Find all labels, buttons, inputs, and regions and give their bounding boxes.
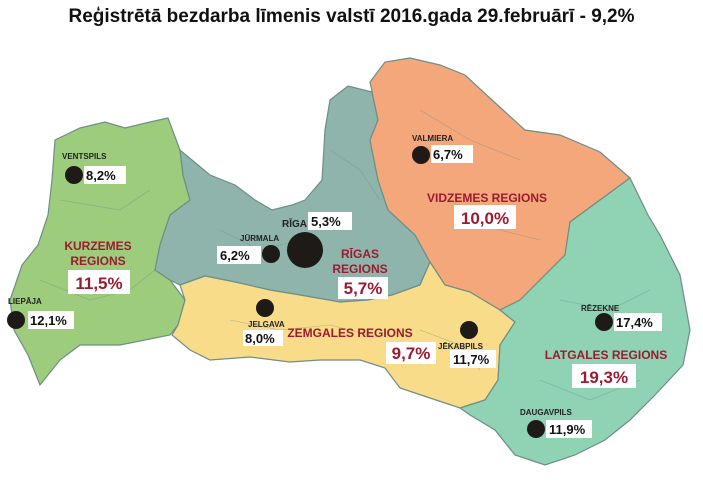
- jelgava-name: JELGAVA: [248, 320, 285, 329]
- daugavpils-value-box: [546, 420, 592, 438]
- latgale-region-value: 19,3%: [580, 368, 628, 387]
- rezekne-value-box: [614, 313, 662, 331]
- jekabpils-marker: [460, 321, 478, 339]
- latgale-region: [458, 177, 691, 466]
- riga-name: RĪGA: [282, 218, 307, 230]
- jurmala-value: 6,2%: [220, 248, 250, 263]
- riga-value: 5,3%: [311, 214, 341, 229]
- valmiera-name: VALMIERA: [412, 134, 453, 143]
- map-title: Reģistrētā bezdarba līmenis valstī 2016.…: [68, 6, 635, 27]
- jelgava-value-box: [243, 330, 283, 346]
- riga-region-name-line2: REGIONS: [332, 262, 387, 276]
- liepaja-value-box: [28, 311, 74, 329]
- jurmala-name: JŪRMALA: [240, 234, 279, 243]
- jelgava-value: 8,0%: [245, 331, 275, 346]
- rezekne-value: 17,4%: [616, 315, 653, 330]
- ventspils-value-box: [84, 166, 126, 184]
- latgale-region-name: LATGALES REGIONS: [545, 348, 667, 362]
- zemgale-region-value: 9,7%: [392, 344, 431, 363]
- zemgale-value-box: [386, 342, 436, 364]
- jekabpils-value: 11,7%: [453, 352, 490, 367]
- latgale-value-box: [572, 364, 636, 388]
- kurzeme-region-name-line2: REGIONS: [70, 254, 125, 268]
- ventspils-value: 8,2%: [86, 168, 116, 183]
- jekabpils-value-box: [450, 350, 496, 368]
- liepaja-name: LIEPĀJA: [8, 297, 42, 306]
- jekabpils-name: JĒKABPILS: [438, 342, 484, 351]
- riga-region-name-line1: RĪGAS: [341, 247, 379, 261]
- riga-marker: [287, 232, 323, 268]
- daugavpils-value: 11,9%: [549, 422, 586, 437]
- rezekne-name: RĒZEKNE: [581, 304, 620, 313]
- riga-region-value-box: [338, 277, 388, 299]
- vidzeme-region-value: 10,0%: [461, 209, 509, 228]
- valmiera-marker: [412, 146, 430, 164]
- liepaja-marker: [7, 311, 25, 329]
- jurmala-marker: [262, 245, 280, 263]
- liepaja-value: 12,1%: [30, 313, 67, 328]
- riga-value-box: [308, 212, 352, 230]
- rezekne-marker: [595, 313, 613, 331]
- jurmala-value-box: [217, 246, 261, 264]
- ventspils-marker: [65, 166, 83, 184]
- kurzeme-region-name-line1: KURZEMES: [64, 239, 131, 253]
- jelgava-marker: [256, 299, 274, 317]
- ventspils-name: VENTSPILS: [62, 152, 107, 161]
- valmiera-value: 6,7%: [433, 147, 463, 162]
- daugavpils-name: DAUGAVPILS: [520, 408, 573, 417]
- daugavpils-marker: [527, 420, 545, 438]
- zemgale-region-name: ZEMGALES REGIONS: [287, 326, 412, 340]
- riga-region-value: 5,7%: [344, 279, 383, 298]
- kurzeme-value-box: [68, 270, 130, 294]
- vidzeme-value-box: [454, 205, 516, 229]
- kurzeme-region-value: 11,5%: [75, 274, 122, 293]
- vidzeme-region-name: VIDZEMES REGIONS: [427, 191, 547, 205]
- valmiera-value-box: [431, 145, 473, 163]
